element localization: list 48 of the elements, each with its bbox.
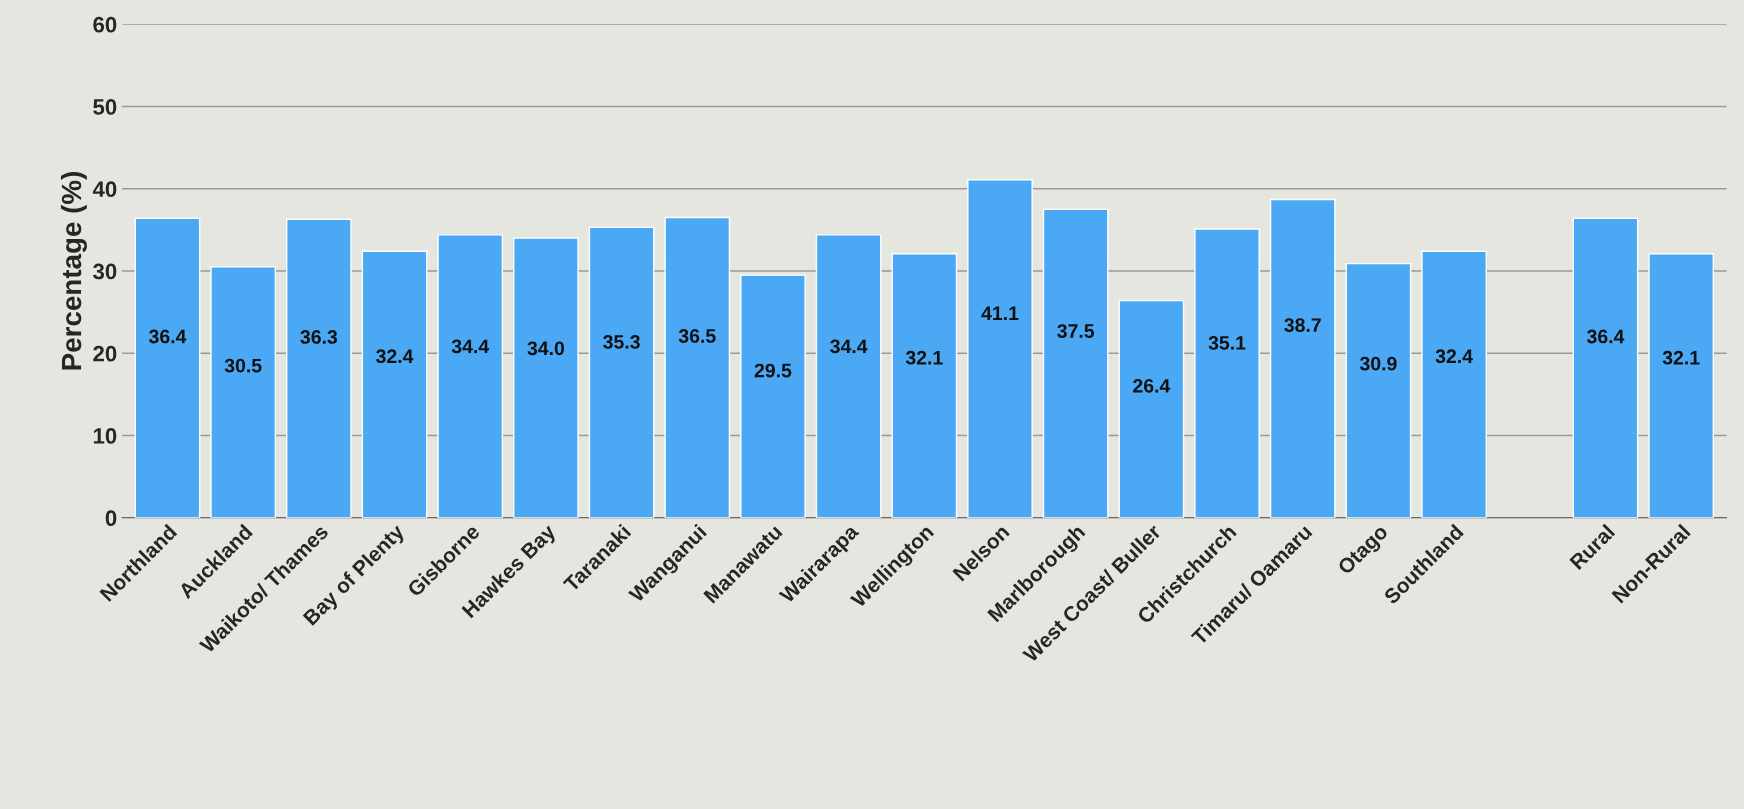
data-label: 32.1 (1662, 350, 1700, 365)
bar (285, 218, 352, 518)
y-tick-label: 50 (93, 99, 117, 115)
bar (1572, 217, 1639, 518)
data-label: 36.5 (678, 329, 716, 343)
y-tick-label: 40 (92, 181, 117, 198)
bar (740, 274, 806, 518)
bar (1118, 299, 1185, 518)
bar (437, 234, 504, 518)
bar (588, 226, 655, 518)
bar (210, 266, 277, 518)
data-label: 36.3 (300, 330, 338, 344)
bar (891, 253, 958, 518)
data-label: 41.1 (981, 306, 1019, 320)
data-label: 26.4 (1133, 378, 1171, 393)
bar (1042, 208, 1109, 518)
bar (361, 250, 428, 518)
data-label: 34.4 (451, 339, 490, 354)
data-label: 30.5 (224, 358, 262, 373)
bar (967, 179, 1033, 518)
data-label: 29.5 (754, 363, 792, 378)
data-label: 36.4 (149, 329, 187, 344)
bar (134, 217, 201, 518)
y-tick-label: 10 (93, 428, 117, 444)
y-axis-title: Percentage (%) (60, 172, 87, 370)
bar (815, 234, 882, 518)
bar (1194, 228, 1260, 518)
data-label: 38.7 (1284, 318, 1321, 333)
data-label: 32.4 (376, 349, 414, 364)
bar (1345, 262, 1412, 518)
data-label: 36.4 (1586, 329, 1625, 344)
bar (1269, 198, 1336, 518)
y-tick-label: 20 (93, 345, 117, 362)
data-label: 30.9 (1359, 356, 1397, 371)
data-label: 32.1 (905, 350, 943, 365)
bar (1421, 250, 1487, 518)
y-tick-label: 60 (93, 16, 117, 33)
y-tick-label: 30 (93, 263, 117, 280)
data-label: 35.3 (603, 335, 640, 349)
data-label: 34.4 (830, 339, 868, 354)
data-label: 37.5 (1057, 324, 1095, 338)
bar (1648, 253, 1715, 518)
data-label: 34.0 (527, 341, 565, 356)
data-label: 35.1 (1208, 336, 1246, 350)
bar (664, 216, 731, 518)
data-label: 32.4 (1435, 349, 1473, 364)
y-tick-label: 0 (105, 510, 117, 527)
bar (513, 237, 579, 518)
